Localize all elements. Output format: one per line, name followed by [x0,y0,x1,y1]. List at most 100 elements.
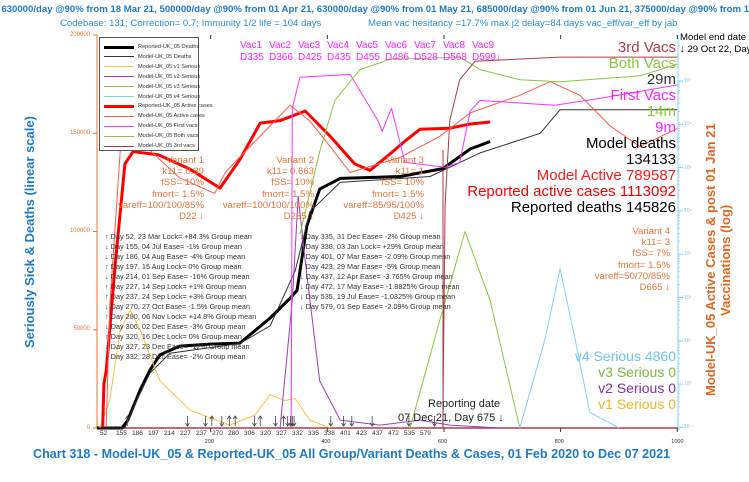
x-tick-label: 800 [554,439,564,445]
annotation-arrow-head-icon [328,422,334,427]
label-v1-serious: v1 Serious 0 [598,396,676,412]
vac-day-label: D486 [385,52,409,63]
legend-label: Model-UK_05 v4 Serious [138,93,201,100]
vac-label: Vac2 [269,40,292,51]
annotation-arrow-head-icon [288,422,293,427]
legend-label: Model-UK_05 3rd vacs [138,143,195,149]
label-first-vacs-value: 14m [646,103,676,120]
annotation: ↓ Day 335, 31 Dec Ease= -2% Group mean [300,232,441,241]
annotation-day-tick: 197 [148,430,159,437]
legend-swatch [104,66,134,68]
legend-swatch [104,56,134,58]
legend-swatch [104,115,134,117]
legend-label: Model-UK_05 First vacs [138,123,198,130]
annotation: ↓ Day 327, 23 Dec Ease= -12% Group mean [105,342,250,351]
legend-label: Model-UK_05 Deaths [138,53,192,60]
vac-day-label: D335 [240,52,264,63]
y-axis-title: Seriously Sick & Deaths (linear scale) [22,116,37,348]
model-end-label: Model end date [680,32,747,43]
series-line-model-uk-05-3rd-vacs [442,56,678,428]
label-v4-serious: v4 Serious 4860 [574,348,676,364]
annotation-day-tick: 423 [356,430,367,437]
annotation-arrow-head-icon [203,422,208,427]
x-tick-label: 200 [204,439,214,445]
vac-day-label: D568 [443,52,467,63]
legend-swatch [104,86,134,88]
annotation-arrow-head-icon [432,422,437,427]
variant-4-line: Variant 4 [632,226,670,237]
variant-4-line: fSS= 7% [632,248,670,260]
y-tick-label: 50000 [73,326,90,333]
annotation-day-tick: 338 [324,430,335,437]
vac-label: Vac3 [298,40,321,51]
legend-label: Model-UK_05 v3 Serious [138,83,201,90]
annotation-arrow-head-icon [124,415,130,420]
annotation-day-tick: 320 [260,430,271,437]
legend-label: Model-UK_05 Active cases [138,113,205,120]
y2-tick-label: 10¹ [684,337,692,344]
annotation-day-tick: 327 [276,430,287,437]
annotation-arrow-head-icon [185,422,190,427]
vac-label: Vac8 [443,40,466,51]
annotation: ↓ Day 214, 01 Sep Ease= -16% Group mean [105,272,250,281]
label-both-vacs-value: 29m [646,71,676,88]
series-line-model-uk-05-v2-serious [279,195,501,429]
annotation-arrow-head-icon [281,415,286,420]
variant-4-line: k11= 3 [641,237,670,249]
annotation-day-tick: 155 [116,430,127,437]
variant-1-line: fmort= 1.5% [152,188,204,200]
annotation: ↑ Day 237, 24 Sep Lock= +3% Group mean [105,292,247,301]
annotation-day-tick: 270 [212,430,223,437]
annotation: ↓ Day 437, 12 Apr Ease= -3.765% Group me… [300,272,453,281]
annotation-day-tick: 280 [228,430,239,437]
annotation-arrow-head-icon [369,422,375,427]
legend-item: Model-UK_05 Deaths [104,52,191,62]
annotation-arrow-head-icon [252,422,257,427]
annotation-arrow-head-icon [209,415,215,420]
legend-label: Reported-UK_05 Deaths [138,44,200,50]
x-tick-label: 400 [321,439,331,445]
codebase-text: Codebase: 131; Correction= 0.7; Immunity… [60,18,322,29]
variant-1-line: D22 ↓ [178,211,204,222]
legend-item: Model-UK_05 First vacs [104,121,198,131]
annotation: ↓ Day 155, 04 Jul Ease= -1% Group mean [105,242,242,251]
annotation-day-tick: 472 [388,430,399,437]
annotation-arrow-head-icon [219,422,225,427]
label-both-vacs: Both Vacs [608,55,676,72]
label-v3-serious: v3 Serious 0 [598,364,676,380]
annotation-day-tick: 237 [196,430,207,437]
variant-4-line: fmort= 1.5% [618,259,670,271]
legend-item: Model-UK_05 v1 Serious [104,62,200,72]
series-line-reported-uk-05-deaths [96,140,491,430]
chart-title: Chart 318 - Model-UK_05 & Reported-UK_05… [33,447,671,461]
label-model-deaths: Model deaths [585,135,676,152]
variant-1-line: vareff=100/100/85% [118,199,204,211]
legend-label: Model-UK_05 v1 Serious [138,63,201,70]
hesitancy-text: Mean vac hesitancy =17.7% max j2 delay=8… [368,18,678,29]
variant-3-line: fSS= 10% [381,177,424,189]
annotation-arrow-head-icon [257,415,263,420]
vac-day-label: D366 [269,52,293,63]
annotation-day-tick: 535 [404,430,415,437]
annotation-arrow-head-icon [406,422,412,427]
series-line-model-uk-05-v4-serious [519,268,620,429]
y2-tick-label: 10⁷ [684,78,692,84]
y2-tick-label: 10⁶ [684,121,692,128]
annotation-arrow-head-icon [349,422,355,427]
y2-axis-title: Model-UK_05 Active Cases & post 01 Jan 2… [703,123,733,397]
annotation: ↓ Day 579, 01 Sep Ease= -2.09% Group mea… [300,302,451,311]
annotation-day-tick: 332 [292,430,303,437]
y2-tick-label: 10⁰ [684,381,692,388]
y2-tick-label: 10⁵ [684,164,692,171]
annotation-day-tick: 437 [372,430,383,437]
annotation-day-tick: 306 [244,430,255,437]
variant-2-line: k11= 0.663 [266,166,314,178]
annotation: ↑ Day 280, 06 Nov Lock= +14.8% Group mea… [105,312,257,321]
reporting-date-value: 07 Dec 21, Day 675 ↓ [398,412,504,424]
variant-2-line: vareff=100/100/100% [222,199,314,211]
vac-label: Vac5 [356,40,379,51]
variant-3-line: vareff=85/95/100% [343,199,424,211]
vac-day-label: D528 [414,52,438,63]
legend-swatch [104,135,134,137]
